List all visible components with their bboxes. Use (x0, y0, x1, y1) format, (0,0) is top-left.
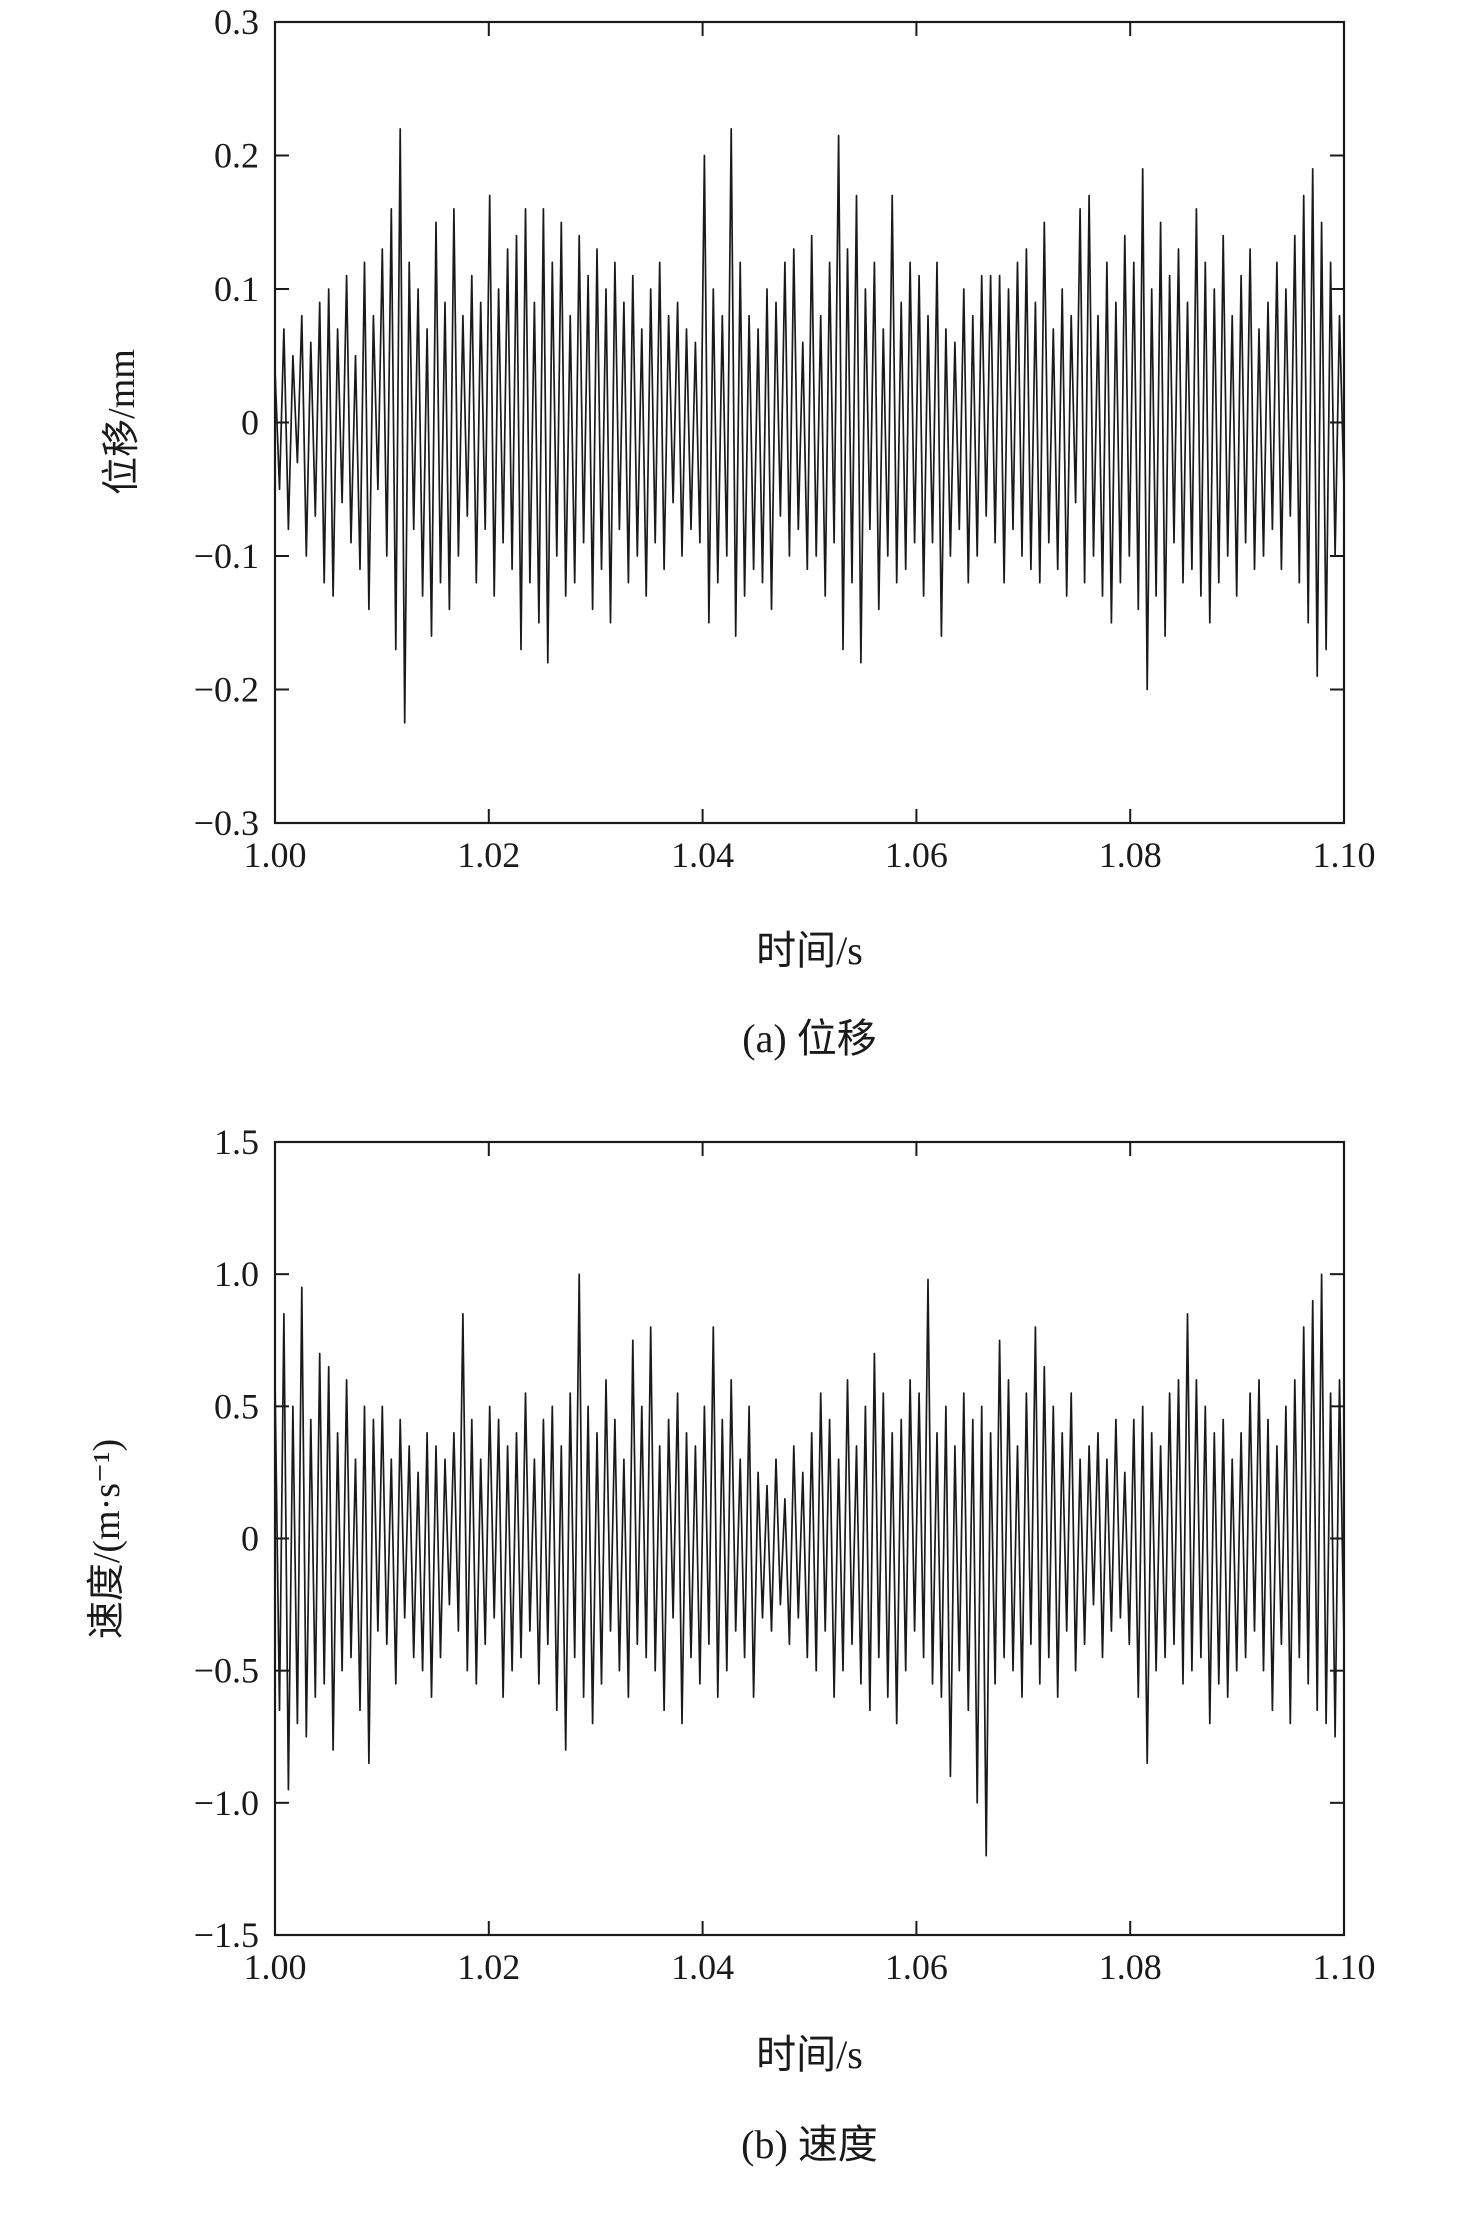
chart-a-svg: 1.00 1.02 1.04 1.06 1.08 1.10 0.3 0.2 0.1 0 −0.1 −0… (194, 2, 1376, 875)
svg-text:−0.5: −0.5 (194, 1651, 259, 1691)
svg-text:−1.0: −1.0 (194, 1783, 259, 1823)
chart-b-y-axis-label: 速度/(m·s⁻¹) (86, 1438, 128, 1640)
svg-text:1.02: 1.02 (457, 1947, 520, 1987)
chart-a-x-axis-label: 时间/s (756, 928, 863, 973)
svg-text:1.0: 1.0 (214, 1254, 259, 1294)
svg-text:1.10: 1.10 (1313, 835, 1376, 875)
svg-text:1.10: 1.10 (1313, 1947, 1376, 1987)
svg-text:−1.5: −1.5 (194, 1915, 259, 1955)
svg-text:−0.3: −0.3 (194, 803, 259, 843)
svg-text:0.1: 0.1 (214, 269, 259, 309)
chart-b-svg: 1.00 1.02 1.04 1.06 1.08 1.10 1.5 1.0 0.5 0 −0.5 −1… (194, 1122, 1376, 1987)
svg-text:−0.2: −0.2 (194, 670, 259, 710)
svg-text:1.06: 1.06 (885, 1947, 948, 1987)
svg-text:1.08: 1.08 (1099, 1947, 1162, 1987)
svg-text:0.3: 0.3 (214, 2, 259, 42)
chart-b-x-axis-label: 时间/s (756, 2032, 863, 2077)
svg-text:1.00: 1.00 (244, 835, 307, 875)
svg-text:0.2: 0.2 (214, 136, 259, 176)
svg-text:0: 0 (241, 403, 259, 443)
svg-text:−0.1: −0.1 (194, 536, 259, 576)
svg-text:0.5: 0.5 (214, 1386, 259, 1426)
chart-b-caption: (b) 速度 (741, 2122, 878, 2167)
svg-text:0: 0 (241, 1519, 259, 1559)
svg-text:1.04: 1.04 (671, 1947, 734, 1987)
svg-text:1.06: 1.06 (885, 835, 948, 875)
svg-text:1.08: 1.08 (1099, 835, 1162, 875)
chart-a-y-axis-label: 位移/mm (101, 349, 143, 495)
chart-a-caption: (a) 位移 (742, 1016, 877, 1061)
svg-text:1.04: 1.04 (671, 835, 734, 875)
svg-text:1.02: 1.02 (457, 835, 520, 875)
svg-text:1.5: 1.5 (214, 1122, 259, 1162)
svg-text:1.00: 1.00 (244, 1947, 307, 1987)
